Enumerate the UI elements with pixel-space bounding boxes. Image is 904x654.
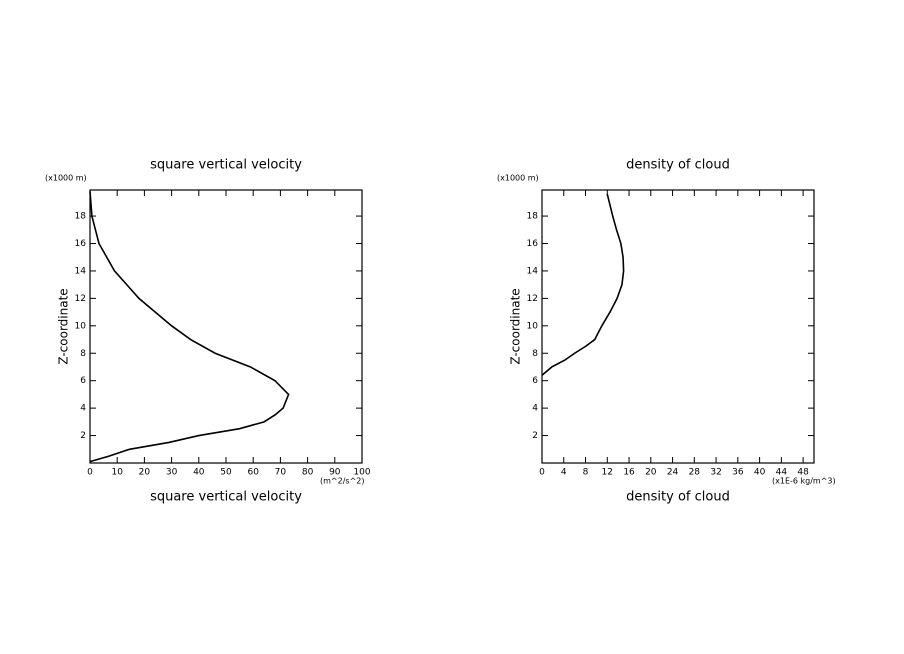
- y-tick-label: 6: [532, 376, 538, 386]
- y-tick-label: 18: [527, 212, 539, 222]
- x-tick-label: 32: [710, 468, 721, 478]
- x-tick-label: 24: [667, 468, 679, 478]
- y-axis-label: Z-coordinate: [57, 288, 71, 364]
- x-tick-label: 0: [539, 468, 545, 478]
- x-tick-label: 4: [561, 468, 567, 478]
- x-tick-label: 16: [623, 468, 635, 478]
- x-tick-label: 10: [111, 468, 123, 478]
- plot-frame: [89, 189, 363, 464]
- y-tick-label: 6: [80, 376, 86, 386]
- x-tick-label: 70: [275, 468, 287, 478]
- x-unit: (x1E-6 kg/m^3): [772, 477, 836, 486]
- x-tick-label: 60: [247, 468, 259, 478]
- x-tick-label: 8: [583, 468, 589, 478]
- y-tick-label: 12: [527, 294, 538, 304]
- y-unit: (x1000 m): [45, 174, 87, 183]
- y-tick-label: 10: [75, 321, 87, 331]
- y-tick-label: 18: [75, 212, 87, 222]
- y-tick-label: 16: [75, 239, 87, 249]
- x-tick-label: 80: [302, 468, 314, 478]
- x-tick-label: 0: [87, 468, 93, 478]
- y-tick-label: 16: [527, 239, 539, 249]
- y-unit: (x1000 m): [497, 174, 539, 183]
- x-tick-label: 48: [797, 468, 809, 478]
- x-tick-label: 50: [220, 468, 232, 478]
- x-tick-label: 40: [754, 468, 766, 478]
- y-tick-label: 10: [527, 321, 539, 331]
- x-tick-label: 90: [329, 468, 341, 478]
- y-tick-label: 4: [80, 404, 86, 414]
- y-tick-label: 12: [75, 294, 86, 304]
- x-axis-label: square vertical velocity: [150, 490, 302, 505]
- chart-title: square vertical velocity: [150, 158, 302, 173]
- y-tick-label: 14: [75, 266, 87, 276]
- y-tick-label: 2: [80, 431, 86, 441]
- x-tick-label: 28: [689, 468, 701, 478]
- y-tick-label: 2: [532, 431, 538, 441]
- plot-frame: [541, 189, 815, 464]
- profile-line: [541, 193, 625, 376]
- x-axis-label: density of cloud: [626, 490, 730, 505]
- profile-line: [89, 191, 290, 463]
- y-tick-label: 4: [532, 404, 538, 414]
- x-tick-label: 20: [139, 468, 151, 478]
- x-tick-label: 20: [645, 468, 657, 478]
- x-unit: (m^2/s^2): [320, 477, 364, 486]
- x-tick-label: 12: [602, 468, 613, 478]
- y-axis-label: Z-coordinate: [509, 288, 523, 364]
- y-tick-label: 14: [527, 266, 539, 276]
- y-tick-label: 8: [80, 349, 86, 359]
- chart-title: density of cloud: [626, 158, 730, 173]
- x-tick-label: 44: [776, 468, 788, 478]
- x-tick-label: 100: [353, 468, 370, 478]
- x-tick-label: 36: [732, 468, 744, 478]
- x-tick-label: 40: [193, 468, 205, 478]
- x-tick-label: 30: [166, 468, 178, 478]
- y-tick-label: 8: [532, 349, 538, 359]
